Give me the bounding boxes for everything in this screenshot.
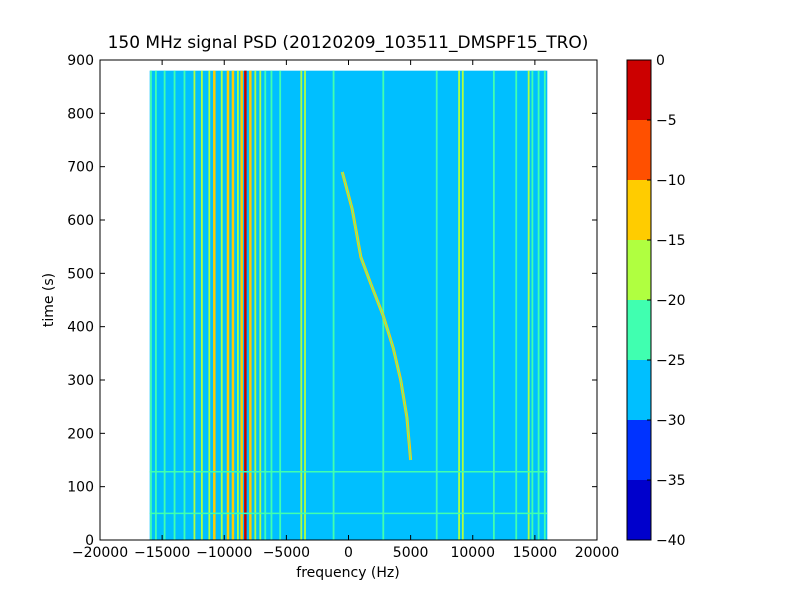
x-tick-label: 15000 — [513, 545, 558, 561]
colorbar-segment — [627, 120, 651, 180]
x-tick-label: −15000 — [134, 545, 190, 561]
colorbar-tick-label: −10 — [656, 173, 686, 189]
colorbar-segment — [627, 360, 651, 420]
y-tick-label: 0 — [85, 533, 94, 549]
colorbar-tick-label: −35 — [656, 473, 686, 489]
x-tick-label: 20000 — [575, 545, 620, 561]
y-tick-label: 700 — [67, 160, 94, 176]
colorbar-tick-label: −5 — [656, 113, 677, 129]
plot-area — [149, 70, 548, 541]
colorbar-tick-label: −40 — [656, 533, 686, 549]
colorbar-tick-label: 0 — [656, 53, 665, 69]
chirp-curve-inner — [341, 171, 412, 461]
colorbar-segment — [627, 60, 651, 120]
x-tick-label: −10000 — [196, 545, 252, 561]
x-tick-label: −5000 — [263, 545, 310, 561]
x-tick-label: 0 — [344, 545, 353, 561]
colorbar: −40 −35 −30 −25 −20 −15 −10 −5 0 — [626, 53, 686, 549]
x-tick-label: 5000 — [393, 545, 429, 561]
y-tick-label: 600 — [67, 213, 94, 229]
x-tick-label: −20000 — [72, 545, 128, 561]
colorbar-segment — [627, 480, 651, 540]
y-tick-label: 500 — [67, 266, 94, 282]
colorbar-segment — [627, 240, 651, 300]
colorbar-segment — [627, 300, 651, 360]
colorbar-tick-label: −15 — [656, 233, 686, 249]
y-tick-label: 900 — [67, 53, 94, 69]
colorbar-segment — [627, 420, 651, 480]
x-tick-label: 10000 — [450, 545, 495, 561]
colorbar-tick-label: −25 — [656, 353, 686, 369]
spectrogram-background — [149, 70, 548, 541]
y-tick-label: 100 — [67, 480, 94, 496]
y-tick-label: 400 — [67, 320, 94, 336]
y-axis-label: time (s) — [41, 273, 57, 327]
x-axis-label: frequency (Hz) — [296, 565, 399, 581]
y-tick-label: 800 — [67, 106, 94, 122]
y-tick-label: 300 — [67, 373, 94, 389]
colorbar-tick-label: −30 — [656, 413, 686, 429]
colorbar-tick-label: −20 — [656, 293, 686, 309]
colorbar-segment — [627, 180, 651, 240]
axes: −20000 −15000 −10000 −5000 0 5000 10000 15000 20… — [67, 53, 619, 561]
chart-title: 150 MHz signal PSD (20120209_103511_DMSP… — [108, 33, 589, 53]
y-tick-label: 200 — [67, 426, 94, 442]
